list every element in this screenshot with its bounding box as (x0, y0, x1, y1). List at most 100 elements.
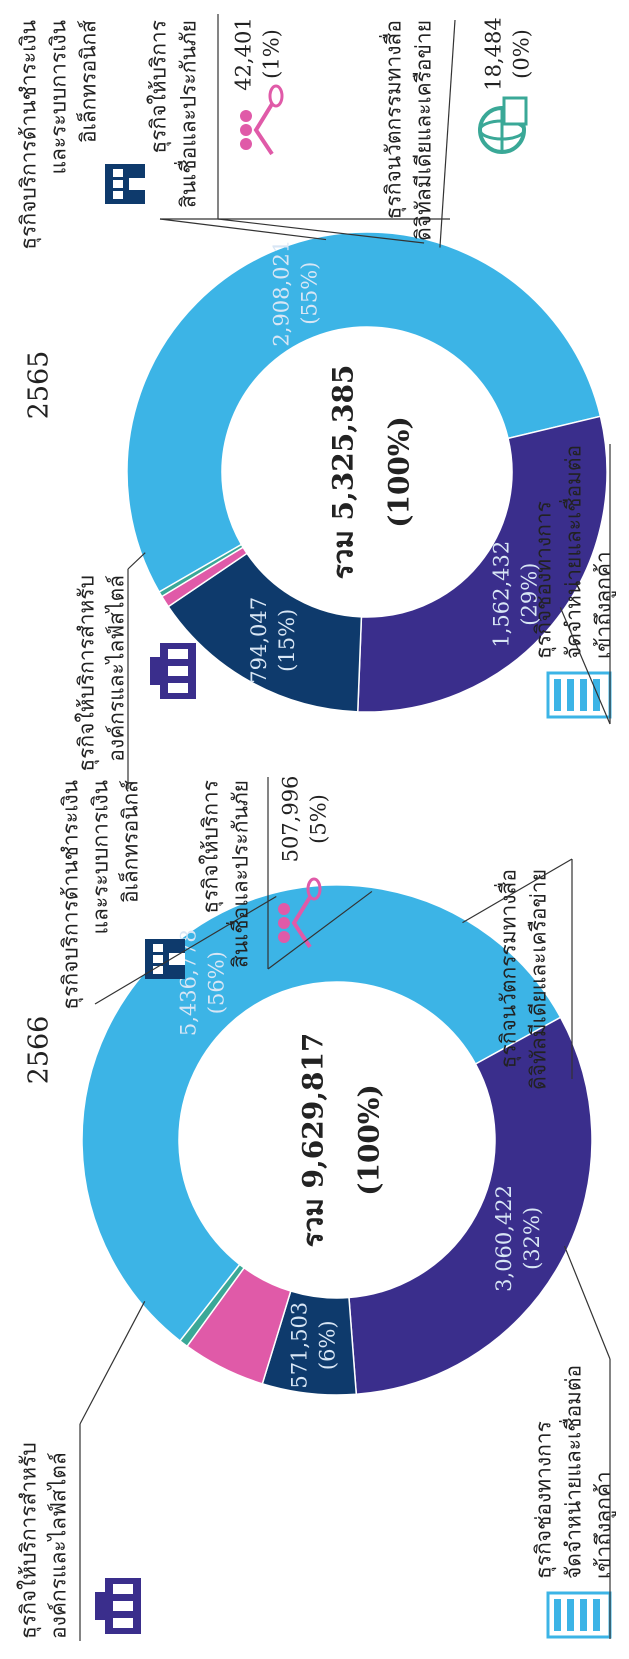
chart-title: 2565 (24, 351, 55, 420)
category-label: องค์กรและไลฟ์สไตล์ (47, 1452, 71, 1639)
icon (153, 955, 163, 963)
leader-line (462, 858, 573, 924)
category-label: เข้าถึงลูกค้า (592, 1471, 617, 1579)
icon (129, 178, 145, 190)
leader-line (267, 890, 373, 970)
value-label: 3,060,422 (492, 1185, 516, 1292)
value-label: (1%) (260, 29, 284, 79)
category-label: ธุรกิจบริการด้านชำระเงิน (59, 780, 84, 1010)
category-label: เข้าถึงลูกค้า (592, 551, 617, 659)
icon (291, 895, 312, 949)
donut-segment (356, 415, 608, 713)
category-label: ดิจิทัลมีเดียและเครือข่าย (527, 869, 551, 1090)
leader-line (159, 218, 327, 241)
leader-line (217, 218, 425, 244)
icon (567, 1599, 574, 1631)
category-label: ธุรกิจให้บริการ (147, 20, 172, 154)
category-label: อิเล็กทรอนิกส์ (75, 20, 101, 143)
category-label: ธุรกิจบริการด้านชำระเงิน (17, 20, 42, 250)
category-label: ธุรกิจนวัตกรรมทางสื่อ (379, 20, 407, 219)
icon (95, 1592, 107, 1620)
icon (580, 1599, 587, 1631)
donut-segment (178, 1263, 246, 1348)
icon (113, 1618, 133, 1628)
icon (168, 683, 188, 693)
category-label: จัดจำหน่ายและเชื่อมต่อ (559, 445, 586, 659)
center-label: รวม 5,325,385 (327, 365, 360, 580)
icon (240, 124, 252, 136)
icon (278, 917, 290, 929)
value-label: 42,401 (232, 17, 256, 90)
category-label: สินเชื่อและประกันภัย (174, 20, 201, 208)
icon (169, 953, 185, 965)
leader-line (94, 895, 277, 1005)
category-label: และระบบการเงิน (89, 780, 113, 934)
value-label: (6%) (316, 1320, 340, 1370)
value-label: (32%) (520, 1207, 544, 1270)
donut-segment (81, 884, 562, 1342)
icon (502, 96, 528, 126)
category-label: องค์กรและไลฟ์สไตล์ (105, 575, 129, 762)
value-label: 18,484 (482, 17, 506, 90)
center-label: (100%) (383, 416, 416, 528)
value-label: 571,503 (288, 1302, 312, 1389)
icon (153, 944, 163, 952)
donut-segment (126, 231, 602, 594)
value-label: 794,047 (247, 597, 271, 684)
leader-line (563, 1245, 611, 1360)
icon (580, 679, 587, 711)
icon (593, 679, 600, 711)
icon (278, 903, 290, 915)
icon (168, 649, 188, 659)
icon (113, 1584, 133, 1594)
value-label: (0%) (510, 29, 534, 79)
icon (150, 657, 162, 685)
icon (554, 1599, 561, 1631)
category-label: ธุรกิจให้บริการ (199, 780, 224, 914)
category-label: ธุรกิจนวัตกรรมทางสื่อ (494, 869, 522, 1068)
center-label: (100%) (353, 1084, 386, 1196)
icon (168, 666, 188, 676)
value-label: 2,908,021 (269, 240, 293, 347)
donut-segment (158, 543, 245, 598)
category-label: ธุรกิจช่องทางการ (532, 1421, 557, 1579)
icon (113, 180, 123, 188)
icon (567, 679, 574, 711)
chart-title: 2566 (24, 1016, 55, 1085)
icon (554, 679, 561, 711)
leader-line (559, 607, 611, 725)
icon (113, 169, 123, 177)
category-label: ธุรกิจให้บริการสำหรับ (17, 1442, 42, 1639)
icon (113, 1601, 133, 1611)
icon (306, 877, 322, 901)
category-label: และระบบการเงิน (47, 20, 71, 174)
icon (593, 1599, 600, 1631)
value-label: (15%) (275, 609, 299, 672)
value-label: (56%) (205, 951, 229, 1014)
value-label: (5%) (307, 794, 331, 844)
category-label: สินเชื่อและประกันภัย (226, 780, 253, 968)
icon (240, 110, 252, 122)
category-label: ธุรกิจช่องทางการ (532, 501, 557, 659)
leader-line (127, 552, 146, 570)
donut-segment (348, 1016, 593, 1396)
category-label: ธุรกิจให้บริการสำหรับ (75, 575, 100, 772)
icon (268, 84, 284, 108)
icon (253, 102, 274, 156)
icon (113, 191, 123, 199)
category-label: จัดจำหน่ายและเชื่อมต่อ (559, 1365, 586, 1579)
leader-line (79, 1301, 146, 1425)
icon (278, 931, 290, 943)
value-label: (29%) (517, 563, 541, 626)
category-label: อิเล็กทรอนิกส์ (117, 780, 143, 903)
rotated-content: 2566 รวม 9,629,817 (100%)ธุรกิจช่องทางการจ… (17, 14, 617, 1641)
leader-line (439, 19, 456, 248)
center-label: รวม 9,629,817 (297, 1033, 330, 1248)
icon (240, 138, 252, 150)
value-label: 1,562,432 (489, 541, 513, 648)
value-label: 507,996 (279, 776, 303, 863)
category-label: ดิจิทัลมีเดียและเครือข่าย (412, 20, 436, 241)
value-label: (55%) (297, 262, 321, 325)
